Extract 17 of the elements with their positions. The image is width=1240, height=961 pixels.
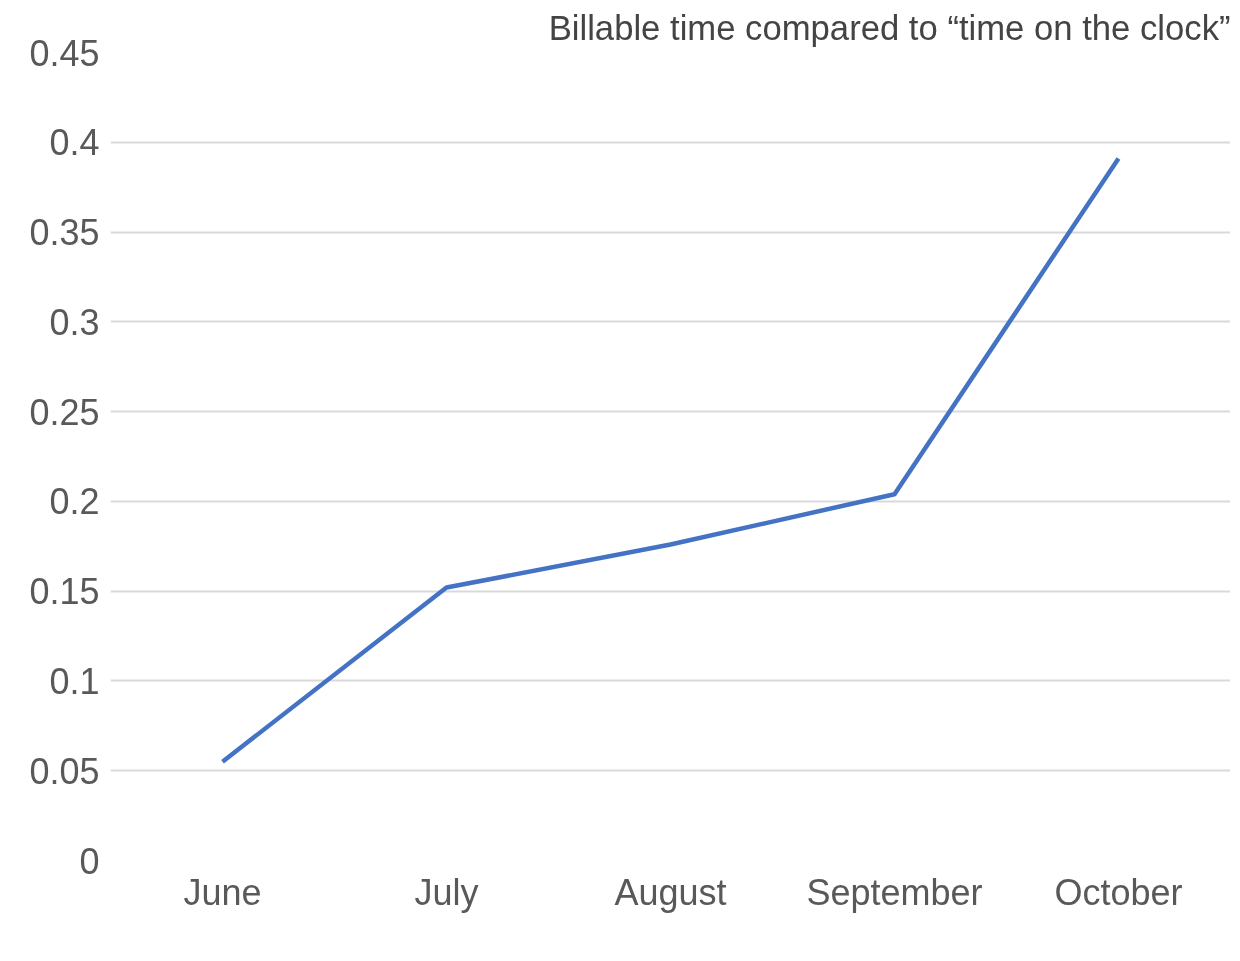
y-tick-label: 0.4 (49, 122, 100, 164)
x-tick-label: October (1054, 871, 1183, 913)
x-tick-label: August (614, 871, 727, 913)
x-tick-label: June (183, 871, 262, 913)
x-tick-label: July (414, 871, 479, 913)
y-tick-label: 0.2 (49, 481, 100, 523)
chart-title: Billable time compared to “time on the clock” (548, 8, 1231, 47)
y-tick-label: 0.25 (29, 391, 100, 433)
y-tick-label: 0.3 (49, 301, 100, 343)
y-tick-label: 0.05 (29, 750, 100, 792)
x-tick-label: September (806, 871, 983, 913)
y-tick-label: 0.45 (29, 32, 100, 74)
y-tick-label: 0.15 (29, 571, 100, 613)
y-tick-label: 0.1 (49, 660, 100, 702)
line-series (220, 156, 1121, 764)
y-tick-label: 0.35 (29, 212, 100, 254)
y-tick-label: 0 (79, 840, 100, 882)
